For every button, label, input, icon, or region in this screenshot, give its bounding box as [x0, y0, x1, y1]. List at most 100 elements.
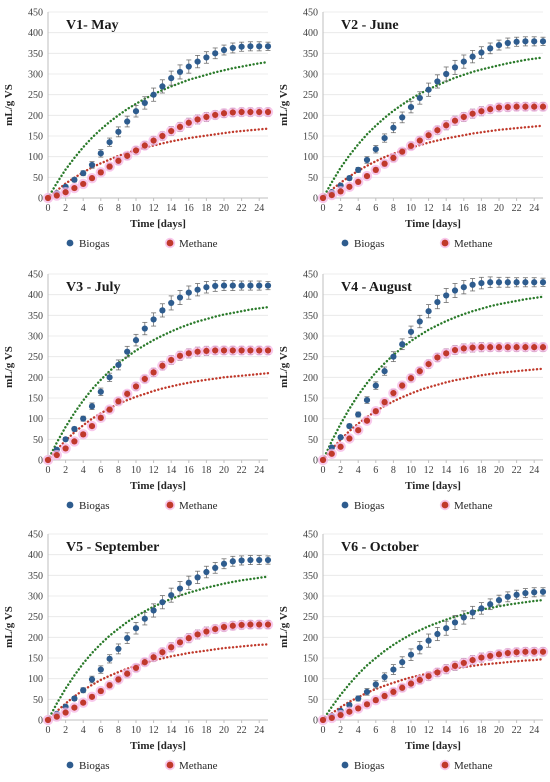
methane-point	[150, 137, 157, 144]
methane-point	[372, 166, 379, 173]
methane-point	[346, 708, 353, 715]
x-tick-label: 24	[529, 725, 539, 736]
biogas-point	[264, 556, 272, 564]
methane-point	[337, 711, 344, 719]
methane-point	[185, 350, 192, 357]
methane-point	[451, 117, 459, 124]
x-tick-label: 10	[406, 203, 416, 214]
methane-point	[185, 119, 192, 126]
biogas-fit-curve	[46, 60, 270, 200]
methane-point	[80, 431, 87, 438]
x-tick-label: 8	[116, 465, 121, 476]
biogas-point	[513, 591, 520, 598]
x-tick-label: 2	[63, 203, 68, 214]
y-tick-label: 400	[28, 550, 43, 561]
biogas-point	[425, 86, 432, 93]
x-axis-label: Time [days]	[130, 740, 186, 752]
methane-point	[220, 623, 228, 631]
panel-title: V4 - August	[341, 280, 412, 295]
methane-point	[185, 635, 192, 642]
biogas-point	[256, 282, 263, 289]
biogas-point	[97, 150, 104, 157]
biogas-point	[504, 279, 511, 286]
biogas-fit-curve	[321, 295, 545, 462]
y-tick-label: 450	[28, 8, 43, 19]
methane-point	[220, 110, 228, 117]
x-tick-label: 18	[476, 203, 486, 214]
legend-marker	[166, 761, 174, 769]
biogas-point	[407, 328, 415, 335]
methane-point	[203, 347, 210, 354]
biogas-point	[390, 353, 397, 360]
biogas-point	[264, 43, 272, 50]
methane-point	[132, 147, 140, 154]
biogas-point	[238, 557, 245, 564]
legend-marker	[66, 761, 74, 769]
biogas-point	[469, 609, 476, 616]
biogas-point	[185, 63, 192, 70]
y-tick-label: 0	[313, 716, 318, 727]
biogas-point	[460, 58, 467, 65]
methane-point	[44, 716, 52, 724]
methane-point	[504, 649, 511, 657]
methane-point	[88, 423, 96, 430]
biogas-point	[487, 601, 494, 608]
x-tick-label: 0	[46, 725, 51, 736]
biogas-series	[44, 555, 272, 724]
biogas-point	[229, 282, 236, 289]
biogas-point	[203, 568, 210, 576]
methane-point	[97, 414, 104, 421]
biogas-point	[220, 282, 228, 289]
biogas-point	[531, 38, 538, 45]
methane-point	[328, 714, 335, 722]
methane-point	[460, 113, 467, 121]
methane-point	[62, 445, 69, 452]
panel-title: V6 - October	[341, 540, 419, 555]
methane-point	[504, 103, 511, 111]
methane-point	[71, 438, 78, 445]
biogas-point	[256, 556, 263, 564]
y-tick-label: 50	[308, 173, 318, 184]
x-tick-label: 16	[184, 203, 194, 214]
biogas-point	[132, 108, 140, 115]
x-tick-label: 8	[391, 725, 396, 736]
biogas-point	[495, 279, 503, 286]
biogas-point	[80, 687, 87, 694]
legend-label: Methane	[454, 760, 493, 772]
methane-point	[124, 670, 131, 677]
x-tick-label: 0	[321, 465, 326, 476]
biogas-point	[150, 91, 157, 98]
x-tick-label: 4	[81, 203, 86, 214]
biogas-point	[451, 619, 459, 626]
chart-panel-5: 0 50 100 150 200 250 300 350 400 450 0 2 4 6 8 10 12 14 16…	[0, 522, 275, 782]
methane-point	[150, 654, 157, 661]
y-axis-label: mL/g VS	[3, 346, 15, 388]
x-tick-label: 14	[441, 465, 451, 476]
y-tick-label: 200	[28, 111, 43, 122]
biogas-series	[319, 276, 547, 464]
biogas-point	[539, 588, 547, 595]
methane-point	[504, 344, 511, 351]
biogas-point	[168, 592, 175, 599]
y-tick-label: 150	[28, 132, 43, 143]
x-tick-label: 12	[424, 725, 434, 736]
methane-point	[212, 347, 219, 354]
x-tick-label: 8	[116, 203, 121, 214]
x-tick-label: 4	[81, 465, 86, 476]
x-tick-label: 10	[131, 725, 141, 736]
methane-point	[495, 344, 503, 351]
biogas-point	[80, 170, 87, 177]
y-axis-label: mL/g VS	[278, 606, 290, 648]
methane-point	[337, 443, 344, 450]
biogas-point	[256, 43, 263, 50]
biogas-point	[443, 292, 450, 299]
methane-point	[62, 189, 69, 196]
x-tick-label: 16	[459, 725, 469, 736]
y-tick-label: 0	[38, 194, 43, 205]
x-tick-label: 24	[254, 203, 264, 214]
y-axis-label: mL/g VS	[278, 84, 290, 126]
